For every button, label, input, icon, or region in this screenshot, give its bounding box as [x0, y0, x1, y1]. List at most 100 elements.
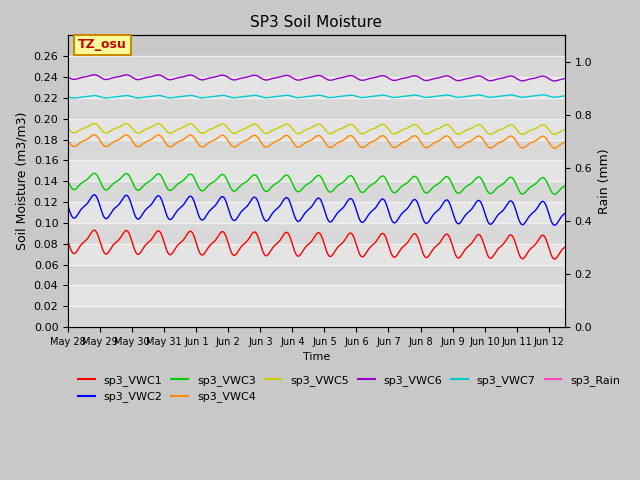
- sp3_VWC5: [90, 120, 97, 126]
- sp3_VWC6: [547, 77, 554, 83]
- sp3_VWC3: [547, 187, 554, 192]
- sp3_VWC7: [90, 93, 97, 98]
- sp3_VWC1: [64, 239, 72, 245]
- sp3_VWC1: [293, 252, 301, 258]
- sp3_VWC7: [293, 95, 301, 100]
- sp3_VWC4: [547, 142, 554, 148]
- Bar: [68, 140, 564, 160]
- sp3_VWC6: [64, 74, 72, 80]
- sp3_VWC5: [456, 131, 463, 137]
- X-axis label: Time: Time: [303, 352, 330, 362]
- sp3_VWC7: [561, 93, 568, 99]
- Line: sp3_VWC7: sp3_VWC7: [68, 95, 564, 98]
- sp3_VWC3: [550, 192, 558, 197]
- sp3_VWC4: [561, 139, 568, 145]
- Y-axis label: Rain (mm): Rain (mm): [598, 148, 611, 214]
- sp3_Rain: [90, 324, 97, 330]
- sp3_VWC2: [64, 204, 72, 209]
- sp3_VWC7: [70, 95, 78, 101]
- Bar: [68, 244, 564, 264]
- sp3_Rain: [546, 324, 554, 330]
- Bar: [68, 264, 564, 286]
- sp3_VWC4: [550, 145, 558, 151]
- Bar: [68, 306, 564, 327]
- sp3_VWC3: [456, 190, 463, 196]
- sp3_VWC3: [561, 183, 568, 189]
- Text: TZ_osu: TZ_osu: [78, 38, 127, 51]
- sp3_VWC2: [306, 206, 314, 212]
- sp3_VWC7: [456, 95, 463, 100]
- sp3_VWC2: [550, 222, 558, 228]
- sp3_VWC5: [64, 125, 72, 131]
- Bar: [68, 223, 564, 244]
- Bar: [68, 77, 564, 98]
- sp3_VWC5: [306, 125, 314, 131]
- sp3_VWC4: [456, 145, 463, 151]
- sp3_VWC2: [456, 221, 463, 227]
- sp3_Rain: [306, 324, 314, 330]
- sp3_VWC6: [456, 78, 463, 84]
- sp3_Rain: [64, 324, 72, 330]
- Title: SP3 Soil Moisture: SP3 Soil Moisture: [250, 15, 383, 30]
- sp3_VWC3: [293, 188, 301, 194]
- sp3_VWC1: [547, 250, 554, 255]
- sp3_VWC1: [90, 228, 97, 233]
- sp3_VWC6: [561, 76, 568, 82]
- sp3_VWC5: [547, 129, 554, 135]
- sp3_VWC2: [90, 192, 97, 198]
- sp3_VWC7: [547, 94, 555, 99]
- sp3_VWC2: [90, 192, 98, 198]
- Bar: [68, 286, 564, 306]
- Line: sp3_VWC4: sp3_VWC4: [68, 135, 564, 148]
- sp3_VWC4: [306, 138, 314, 144]
- sp3_VWC2: [547, 216, 554, 221]
- sp3_Rain: [292, 324, 300, 330]
- Line: sp3_VWC6: sp3_VWC6: [68, 75, 564, 81]
- sp3_VWC4: [293, 144, 301, 150]
- sp3_VWC6: [90, 72, 98, 78]
- sp3_VWC1: [550, 256, 558, 262]
- Bar: [68, 56, 564, 77]
- sp3_VWC3: [90, 170, 97, 176]
- sp3_VWC1: [306, 240, 314, 246]
- sp3_VWC4: [547, 142, 554, 147]
- sp3_VWC7: [547, 94, 554, 99]
- sp3_VWC1: [456, 255, 463, 261]
- sp3_VWC7: [64, 94, 72, 100]
- Bar: [68, 181, 564, 202]
- sp3_VWC4: [64, 138, 72, 144]
- Bar: [68, 119, 564, 140]
- sp3_VWC3: [547, 187, 554, 193]
- Line: sp3_VWC5: sp3_VWC5: [68, 123, 564, 134]
- sp3_VWC6: [550, 78, 558, 84]
- Line: sp3_VWC2: sp3_VWC2: [68, 195, 564, 225]
- sp3_Rain: [547, 324, 554, 330]
- sp3_VWC1: [90, 227, 98, 233]
- sp3_VWC5: [561, 127, 568, 132]
- sp3_VWC6: [547, 77, 554, 83]
- sp3_VWC5: [90, 120, 98, 126]
- Bar: [68, 202, 564, 223]
- sp3_VWC5: [550, 132, 558, 137]
- Bar: [68, 98, 564, 119]
- sp3_VWC2: [293, 217, 301, 223]
- sp3_VWC2: [561, 211, 568, 216]
- sp3_VWC7: [539, 92, 547, 98]
- sp3_VWC7: [306, 94, 314, 99]
- sp3_VWC5: [293, 130, 301, 136]
- Line: sp3_VWC1: sp3_VWC1: [68, 230, 564, 259]
- sp3_VWC5: [547, 129, 554, 134]
- sp3_VWC1: [561, 244, 568, 250]
- sp3_VWC6: [293, 77, 301, 83]
- Legend: sp3_VWC1, sp3_VWC2, sp3_VWC3, sp3_VWC4, sp3_VWC5, sp3_VWC6, sp3_VWC7, sp3_Rain: sp3_VWC1, sp3_VWC2, sp3_VWC3, sp3_VWC4, …: [74, 371, 625, 407]
- Line: sp3_VWC3: sp3_VWC3: [68, 173, 564, 194]
- sp3_VWC2: [547, 216, 554, 222]
- sp3_VWC3: [306, 180, 314, 186]
- sp3_Rain: [561, 324, 568, 330]
- sp3_VWC4: [90, 132, 98, 138]
- Y-axis label: Soil Moisture (m3/m3): Soil Moisture (m3/m3): [15, 112, 28, 251]
- sp3_VWC3: [64, 179, 72, 184]
- sp3_Rain: [455, 324, 463, 330]
- Bar: [68, 160, 564, 181]
- sp3_VWC4: [90, 132, 97, 138]
